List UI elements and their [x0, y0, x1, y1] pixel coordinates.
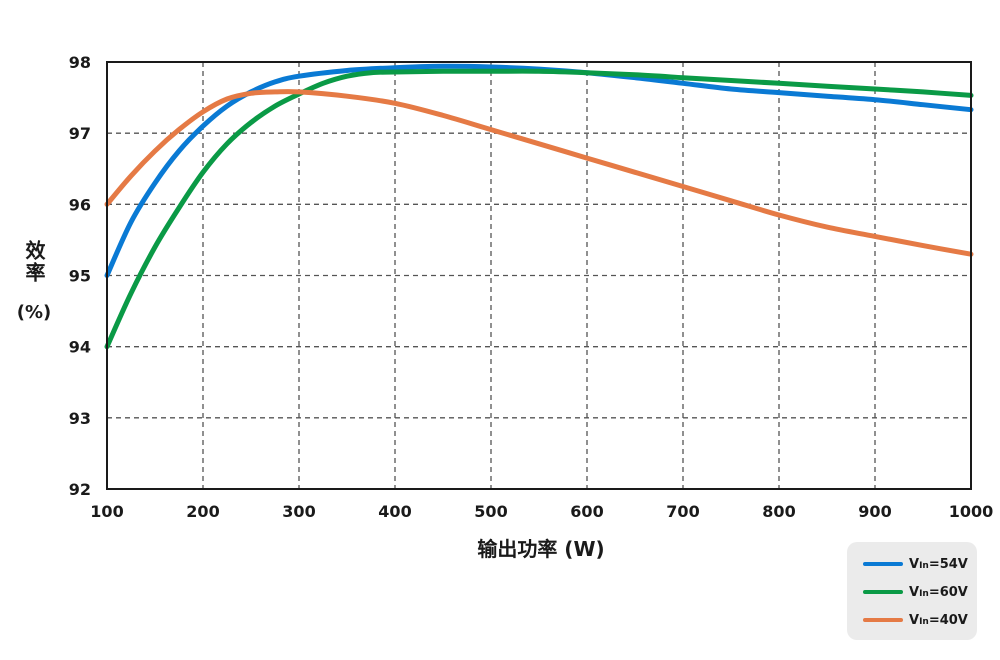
legend-label-40v: VIn=40V	[909, 612, 968, 628]
plot-frame	[106, 61, 972, 490]
y-tick-label-92: 92	[69, 480, 91, 499]
y-tick-label-98: 98	[69, 53, 91, 72]
y-axis-title-top: 效率	[22, 239, 46, 284]
series-line-60v	[104, 68, 974, 350]
x-tick-label-300: 300	[282, 502, 315, 521]
y-tick-label-97: 97	[69, 124, 91, 143]
y-tick-label-94: 94	[69, 338, 91, 357]
x-tick-label-1000: 1000	[949, 502, 994, 521]
x-tick-label-600: 600	[570, 502, 603, 521]
series-line-54v	[104, 63, 974, 278]
y-tick-labels: 92 93 94 95 96 97 98	[69, 53, 91, 499]
x-axis-title: 输出功率 (W)	[477, 537, 604, 561]
x-tick-label-700: 700	[666, 502, 699, 521]
x-tick-label-400: 400	[378, 502, 411, 521]
series-lines	[104, 63, 974, 350]
y-tick-label-95: 95	[69, 267, 91, 286]
y-tick-label-96: 96	[69, 195, 91, 214]
grid-lines	[107, 62, 971, 489]
x-tick-label-100: 100	[90, 502, 123, 521]
legend: VIn=54V VIn=60V VIn=40V	[847, 542, 977, 640]
y-tick-label-93: 93	[69, 409, 91, 428]
y-axis-title-bottom: (%)	[17, 302, 52, 323]
legend-label-60v: VIn=60V	[909, 584, 968, 600]
x-tick-label-800: 800	[762, 502, 795, 521]
legend-label-54v: VIn=54V	[909, 556, 968, 572]
x-tick-labels: 100 200 300 400 500 600 700 800 900 1000	[90, 502, 993, 521]
legend-swatch-60v	[863, 590, 903, 594]
legend-swatch-40v	[863, 618, 903, 622]
x-tick-label-200: 200	[186, 502, 219, 521]
legend-swatch-54v	[863, 562, 903, 566]
x-tick-label-900: 900	[858, 502, 891, 521]
legend-item-54v: VIn=54V	[863, 554, 968, 574]
series-line-40v	[104, 89, 974, 257]
legend-item-40v: VIn=40V	[863, 610, 968, 630]
legend-item-60v: VIn=60V	[863, 582, 968, 602]
x-tick-label-500: 500	[474, 502, 507, 521]
